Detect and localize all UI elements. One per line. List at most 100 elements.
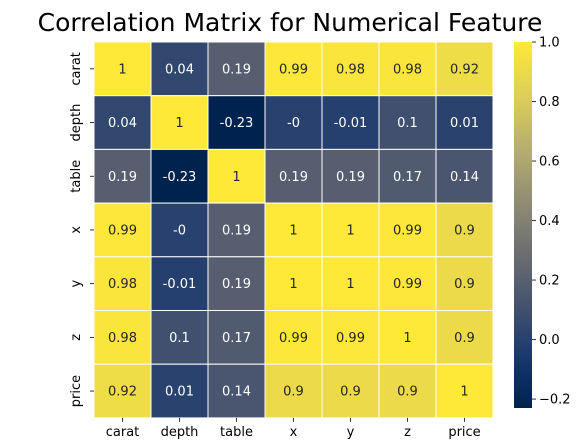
cell-value-label: 0.17: [393, 170, 422, 185]
cell-value-label: 0.98: [108, 277, 137, 292]
heatmap-cell: [378, 148, 437, 204]
y-tick-label: depth: [69, 104, 84, 142]
heatmap-cell: [150, 310, 209, 365]
heatmap-cell: [207, 95, 266, 150]
y-tick-labels: carat depth table x y z price: [69, 52, 94, 407]
heatmap-cell: [207, 363, 266, 419]
heatmap-cell: [264, 363, 323, 419]
cell-value-label: 0.01: [165, 385, 194, 400]
cell-value-label: -0: [287, 116, 300, 131]
cell-value-label: 0.99: [393, 277, 422, 292]
heatmap-cell: [207, 148, 266, 204]
cell-value-label: 1: [175, 116, 183, 131]
cell-value-label: 0.9: [454, 223, 475, 238]
heatmap-cell: [321, 310, 380, 365]
cell-value-label: -0.01: [163, 277, 197, 292]
cell-value-label: 0.19: [222, 62, 251, 77]
cell-value-label: 0.98: [108, 331, 137, 346]
cell-value-label: 0.04: [108, 116, 137, 131]
cell-value-label: 0.99: [393, 223, 422, 238]
cell-value-label: 0.19: [222, 277, 251, 292]
heatmap-cell: [207, 256, 266, 311]
cell-value-label: 0.04: [165, 62, 194, 77]
cell-value-label: 0.9: [340, 385, 361, 400]
colorbar-tick-label: 0.6: [539, 155, 560, 170]
x-tick-labels: carat depth table x y z price: [106, 417, 481, 440]
heatmap-cell: [435, 310, 494, 365]
colorbar-tick-label: 1.0: [539, 36, 560, 51]
cell-value-label: 0.9: [283, 385, 304, 400]
heatmap-cell: [264, 148, 323, 204]
colorbar-tick-label: −0.2: [539, 393, 571, 408]
heatmap-cell: [93, 256, 152, 311]
heatmap-cell: [150, 41, 209, 97]
cell-value-label: 0.99: [336, 331, 365, 346]
cell-value-label: 0.92: [108, 385, 137, 400]
chart-title: Correlation Matrix for Numerical Feature: [38, 8, 543, 37]
cell-value-label: 0.19: [222, 223, 251, 238]
x-tick-label: depth: [161, 425, 199, 440]
cell-value-label: 0.14: [222, 385, 251, 400]
heatmap-cell: [435, 95, 494, 150]
heatmap-cell: [264, 310, 323, 365]
cell-value-label: 1: [403, 331, 411, 346]
cell-value-label: 0.19: [108, 170, 137, 185]
y-tick-label: z: [69, 334, 84, 341]
heatmap-cell: [93, 310, 152, 365]
cell-value-label: 1: [460, 385, 468, 400]
cell-value-label: 0.99: [279, 62, 308, 77]
y-tick-label: y: [69, 280, 84, 288]
heatmap-cell: [150, 148, 209, 204]
cell-value-label: -0.23: [220, 116, 254, 131]
x-tick-label: table: [220, 425, 253, 440]
x-tick-label: carat: [106, 425, 140, 440]
heatmap-cell: [321, 148, 380, 204]
y-tick-label: x: [69, 226, 84, 234]
colorbar-tick-label: 0.8: [539, 95, 560, 110]
colorbar-gradient: [514, 42, 532, 408]
heatmap-cell: [93, 363, 152, 419]
cell-value-label: 0.17: [222, 331, 251, 346]
cell-value-label: 1: [289, 277, 297, 292]
heatmap-cell: [435, 148, 494, 204]
colorbar: −0.2 0.0 0.2 0.4 0.6 0.8 1.0: [514, 36, 571, 408]
heatmap-cell: [435, 202, 494, 258]
x-tick-label: y: [347, 425, 355, 440]
x-tick-label: price: [448, 425, 480, 440]
cell-value-label: 0.1: [397, 116, 418, 131]
y-tick-label: table: [69, 160, 84, 193]
colorbar-tick-label: 0.4: [539, 214, 560, 229]
cell-value-label: 0.98: [393, 62, 422, 77]
colorbar-tick-label: 0.2: [539, 274, 560, 289]
heatmap-cell: [321, 363, 380, 419]
cell-value-label: 0.99: [108, 223, 137, 238]
heatmap-cell: [93, 202, 152, 258]
cell-value-label: 0.1: [169, 331, 190, 346]
heatmap-cell: [378, 202, 437, 258]
heatmap-cell: [435, 363, 494, 419]
heatmap-cell: [321, 95, 380, 150]
cell-value-label: 1: [118, 62, 126, 77]
x-tick-label: x: [290, 425, 298, 440]
cell-value-label: 0.9: [454, 331, 475, 346]
cell-value-label: 0.9: [454, 277, 475, 292]
cell-value-label: 0.01: [450, 116, 479, 131]
cell-value-label: 0.99: [279, 331, 308, 346]
cell-value-label: 1: [289, 223, 297, 238]
heatmap-cell: [378, 363, 437, 419]
cell-value-label: 1: [232, 170, 240, 185]
cell-value-label: -0.01: [334, 116, 368, 131]
cell-value-label: 0.19: [336, 170, 365, 185]
heatmap-cell: [93, 41, 152, 97]
x-tick-label: z: [404, 425, 411, 440]
cell-value-label: 0.98: [336, 62, 365, 77]
heatmap-cell: [378, 41, 437, 97]
y-tick-label: price: [69, 375, 84, 407]
heatmap-cell: [207, 41, 266, 97]
heatmap-cell: [264, 202, 323, 258]
cell-value-label: 0.9: [397, 385, 418, 400]
cell-value-label: -0.23: [163, 170, 197, 185]
cell-value-label: 1: [346, 277, 354, 292]
colorbar-tick-label: 0.0: [539, 333, 560, 348]
